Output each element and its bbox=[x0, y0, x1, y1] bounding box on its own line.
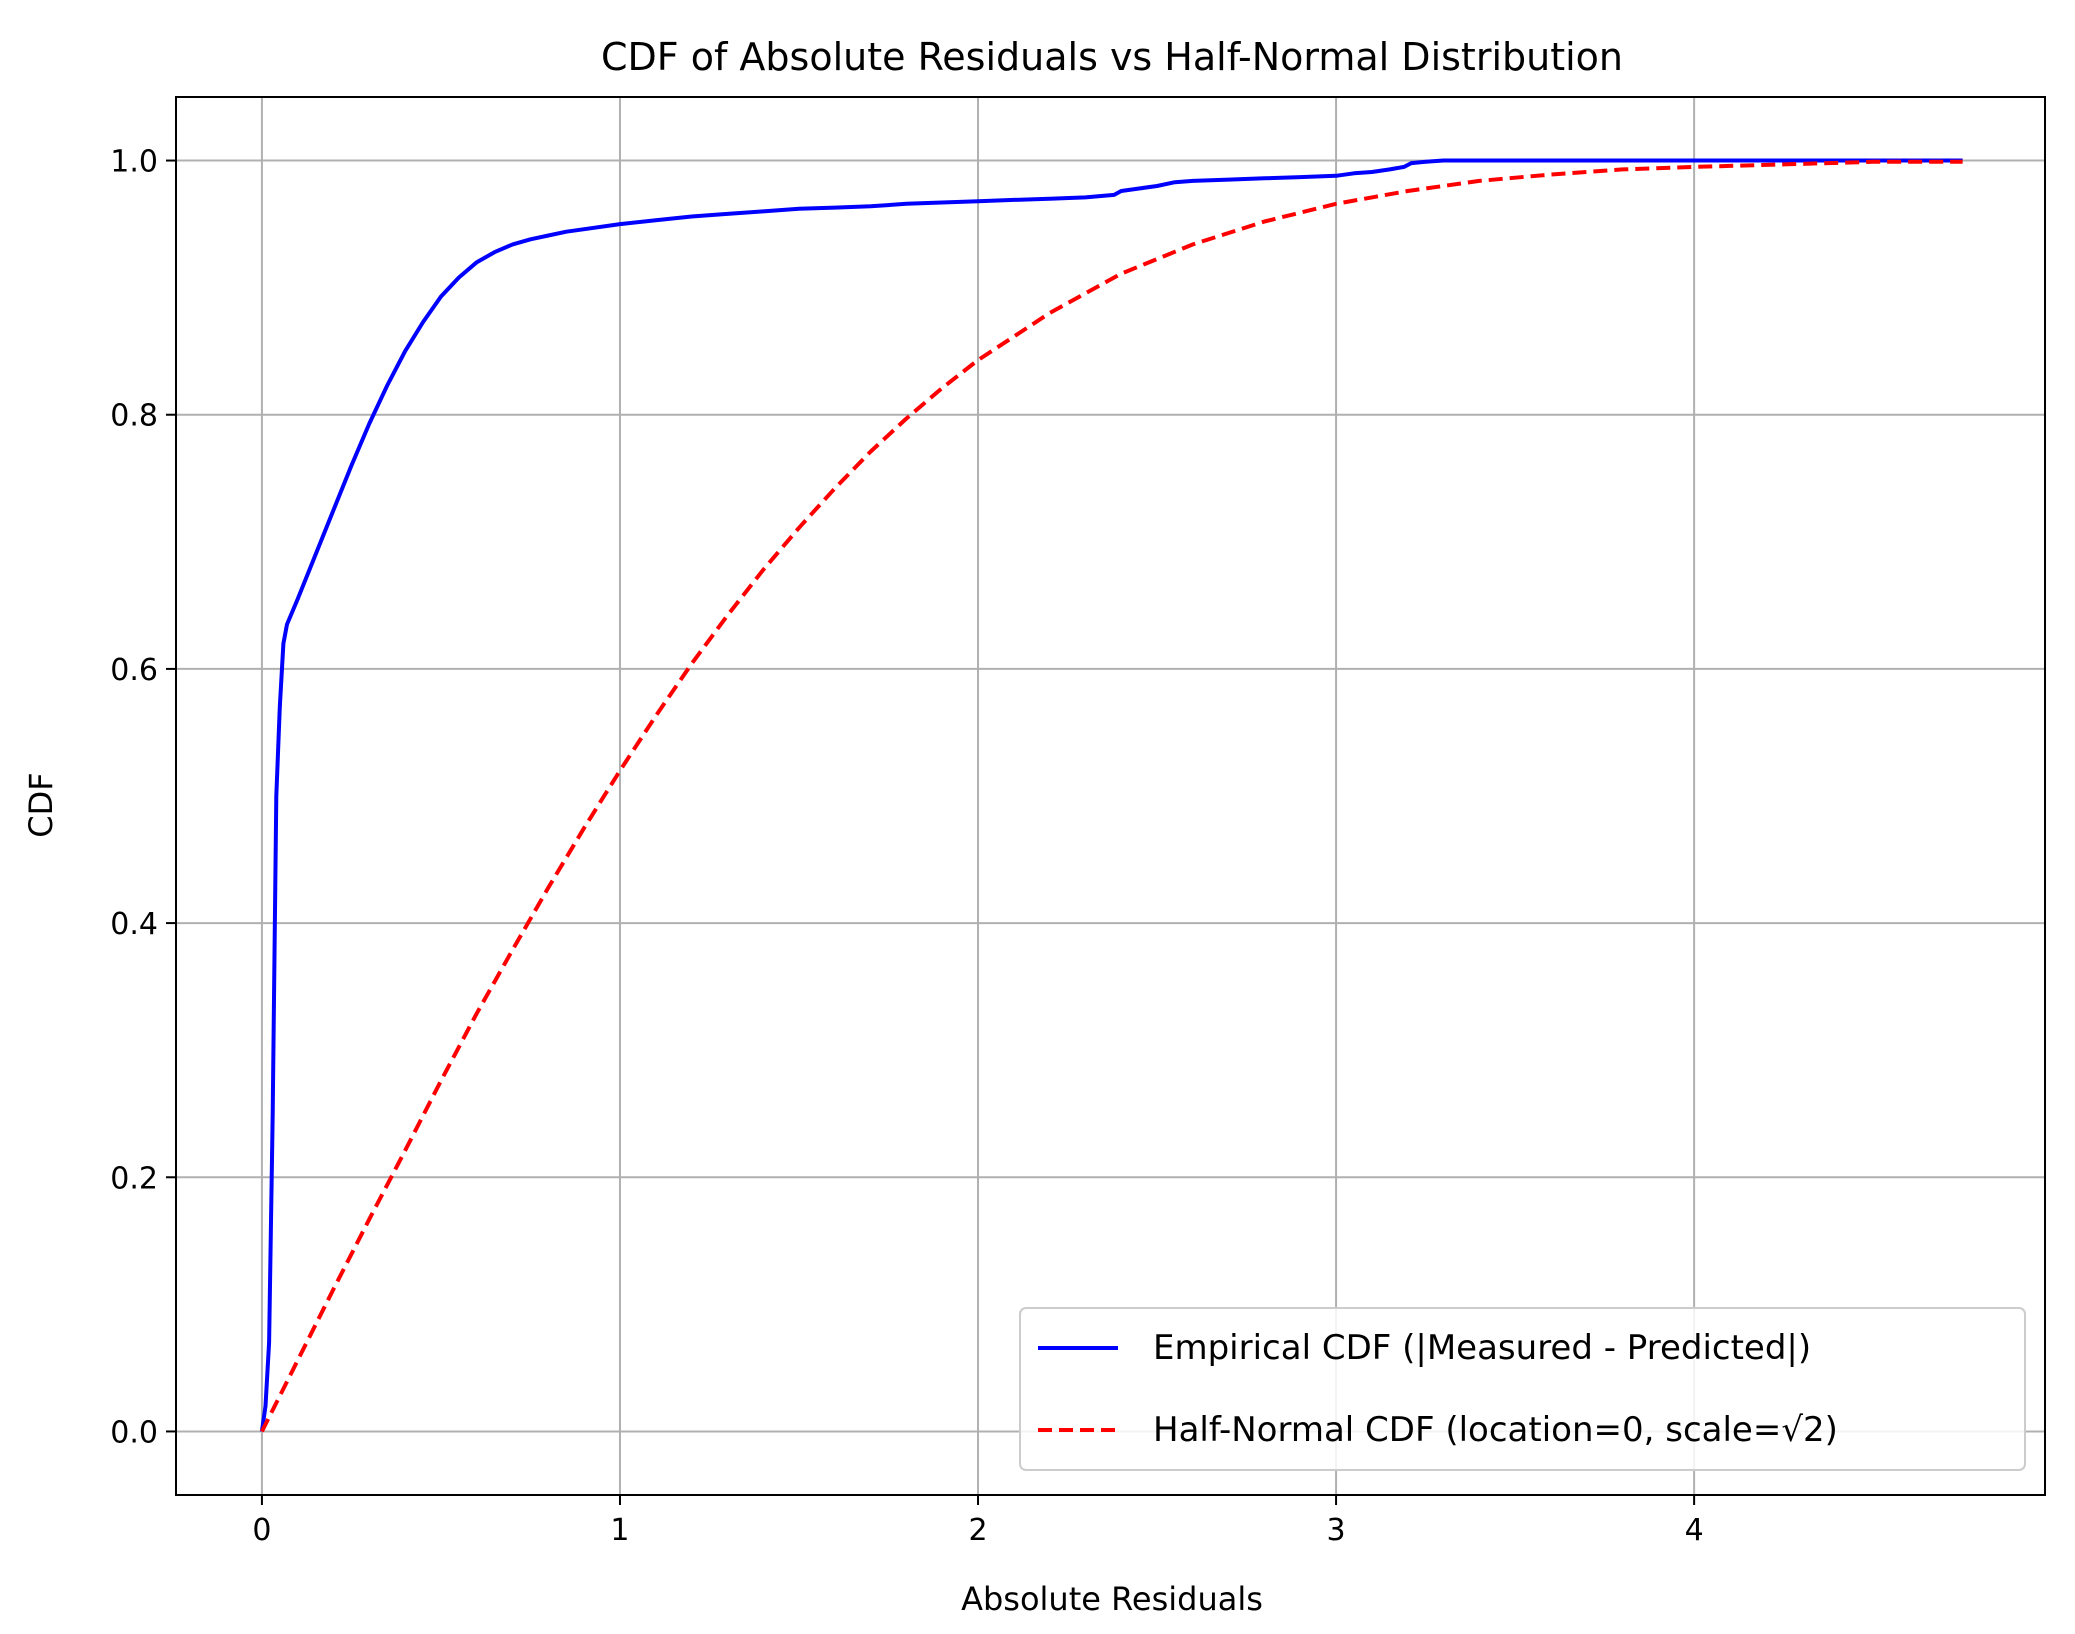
plot-frame bbox=[175, 96, 2046, 1496]
legend-label-half-normal: Half-Normal CDF (location=0, scale=√2) bbox=[1153, 1410, 1838, 1450]
ticks-layer: 0 1 2 3 4 0.0 0.2 0.4 0.6 0.8 1.0 bbox=[110, 145, 1703, 1548]
y-tick-label: 0.2 bbox=[110, 1161, 158, 1196]
x-tick-label: 4 bbox=[1685, 1513, 1704, 1548]
series-layer bbox=[259, 158, 1963, 1433]
y-tick-label: 1.0 bbox=[110, 145, 158, 180]
y-tick-label: 0.8 bbox=[110, 399, 158, 434]
empirical-cdf-line bbox=[259, 158, 1963, 1432]
x-tick-label: 2 bbox=[968, 1513, 987, 1548]
x-tick-label: 0 bbox=[252, 1513, 271, 1548]
y-tick-label: 0.6 bbox=[110, 653, 158, 688]
y-axis-label: CDF bbox=[22, 772, 60, 837]
chart-title: CDF of Absolute Residuals vs Half-Normal… bbox=[601, 35, 1623, 79]
legend: Empirical CDF (|Measured - Predicted|) H… bbox=[1019, 1307, 2026, 1471]
x-axis-label: Absolute Residuals bbox=[961, 1580, 1263, 1618]
y-tick-label: 0.0 bbox=[110, 1415, 158, 1450]
x-tick-label: 3 bbox=[1327, 1513, 1346, 1548]
legend-label-empirical: Empirical CDF (|Measured - Predicted|) bbox=[1153, 1328, 1811, 1368]
legend-box bbox=[1019, 1307, 2026, 1471]
x-tick-label: 1 bbox=[610, 1513, 629, 1548]
half-normal-cdf-line bbox=[260, 159, 1963, 1433]
y-tick-label: 0.4 bbox=[110, 907, 158, 942]
